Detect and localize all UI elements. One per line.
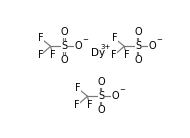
Text: F: F	[38, 33, 44, 43]
Text: O: O	[98, 77, 105, 87]
Text: F: F	[112, 33, 117, 43]
Text: F: F	[124, 50, 129, 60]
Text: O: O	[98, 105, 105, 115]
Text: F: F	[87, 100, 93, 110]
Text: 3+: 3+	[101, 44, 111, 50]
Text: O: O	[61, 55, 68, 65]
Text: F: F	[75, 83, 81, 93]
Text: −: −	[156, 38, 162, 43]
Text: O: O	[61, 27, 68, 38]
Text: O: O	[112, 91, 119, 101]
Text: O: O	[134, 55, 142, 65]
Text: −: −	[119, 87, 125, 93]
Text: O: O	[134, 27, 142, 38]
Text: S: S	[135, 41, 141, 51]
Text: O: O	[148, 41, 156, 51]
Text: Dy: Dy	[91, 48, 105, 58]
Text: F: F	[74, 100, 80, 110]
Text: S: S	[98, 91, 104, 101]
Text: −: −	[82, 38, 88, 43]
Text: F: F	[37, 50, 43, 60]
Text: F: F	[111, 50, 117, 60]
Text: S: S	[62, 41, 68, 51]
Text: F: F	[50, 50, 56, 60]
Text: O: O	[75, 41, 82, 51]
